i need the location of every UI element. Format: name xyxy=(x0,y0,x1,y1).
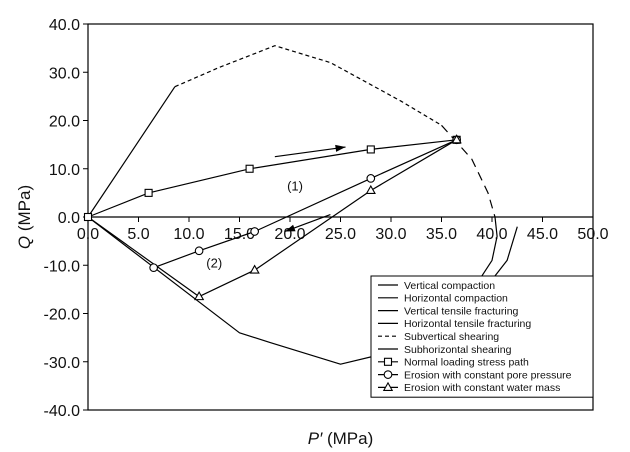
x-tick-label: 40.0 xyxy=(476,226,507,243)
y-tick-label: 40.0 xyxy=(49,17,80,34)
series-line xyxy=(87,139,457,218)
x-tick-label: 10.0 xyxy=(173,226,204,243)
legend-box xyxy=(370,275,594,398)
y-tick-label: -30.0 xyxy=(44,355,81,372)
y-tick-label: 20.0 xyxy=(49,114,80,131)
circle-marker xyxy=(366,174,376,183)
square-marker xyxy=(366,145,375,154)
y-axis-label-symbol: Q xyxy=(15,236,34,249)
y-tick-label: -20.0 xyxy=(44,307,81,324)
envelope-curve xyxy=(87,216,200,298)
x-tick-label: 20.0 xyxy=(274,226,305,243)
circle-marker xyxy=(149,263,158,273)
chart-annotations: (1) (2) xyxy=(206,144,346,271)
x-tick-label: 25.0 xyxy=(325,226,356,243)
square-marker xyxy=(245,164,254,173)
y-tick-label: -40.0 xyxy=(44,403,81,420)
arrow-head xyxy=(284,224,296,232)
legend-label: Normal loading stress path xyxy=(404,357,529,369)
legend-label: Erosion with constant pore pressure xyxy=(404,369,572,381)
x-tick-label: 35.0 xyxy=(426,226,457,243)
x-axis-label-unit: (MPa) xyxy=(322,429,373,448)
x-tick-label: 5.0 xyxy=(127,226,149,243)
y-axis-label: Q (MPa) xyxy=(15,185,34,249)
direction-arrow xyxy=(274,146,346,158)
circle-marker xyxy=(194,246,204,256)
y-tick-label: 10.0 xyxy=(49,162,80,179)
x-tick-label: 0.0 xyxy=(77,226,99,243)
series-line xyxy=(87,86,176,218)
x-tick-label: 50.0 xyxy=(577,226,608,243)
series-line xyxy=(87,216,382,365)
legend-marker xyxy=(383,357,393,366)
legend-marker xyxy=(382,381,394,391)
y-tick-label: 0.0 xyxy=(58,210,80,227)
triangle-marker xyxy=(451,134,462,144)
chart-markers xyxy=(83,134,462,301)
legend-label: Erosion with constant water mass xyxy=(404,382,560,394)
legend-label: Subvertical shearing xyxy=(404,331,499,343)
y-tick-label: -10.0 xyxy=(44,258,81,275)
x-axis-label: P′ (MPa) xyxy=(308,429,374,448)
path-annotation: (1) xyxy=(287,178,303,193)
x-tick-label: 15.0 xyxy=(224,226,255,243)
path-annotation: (2) xyxy=(206,256,222,271)
x-tick-label: 30.0 xyxy=(375,226,406,243)
legend-label: Horizontal compaction xyxy=(404,293,508,305)
square-marker xyxy=(83,212,93,222)
y-axis-label-unit: (MPa) xyxy=(15,185,34,236)
x-axis-label-symbol: P′ xyxy=(308,429,323,448)
x-tick-label: 45.0 xyxy=(527,226,558,243)
circle-marker xyxy=(250,227,259,236)
series-line xyxy=(198,139,457,298)
triangle-marker xyxy=(365,184,376,195)
arrow-head xyxy=(335,144,346,152)
square-marker xyxy=(144,188,153,197)
triangle-marker xyxy=(249,264,260,274)
legend-label: Horizontal tensile fracturing xyxy=(404,318,531,330)
triangle-marker xyxy=(193,290,205,301)
y-tick-label: 30.0 xyxy=(49,65,80,82)
legend-label: Vertical compaction xyxy=(404,280,495,292)
legend-marker xyxy=(383,370,393,379)
series-line xyxy=(174,45,442,126)
legend-label: Subhorizontal shearing xyxy=(404,344,512,356)
axes: 0.0 5.0 10.0 15.0 20.0 25.0 30.0 35.0 40.0 45.0 50… xyxy=(15,17,609,448)
envelope-curve xyxy=(441,124,496,218)
legend-label: Vertical tensile fracturing xyxy=(404,305,519,317)
